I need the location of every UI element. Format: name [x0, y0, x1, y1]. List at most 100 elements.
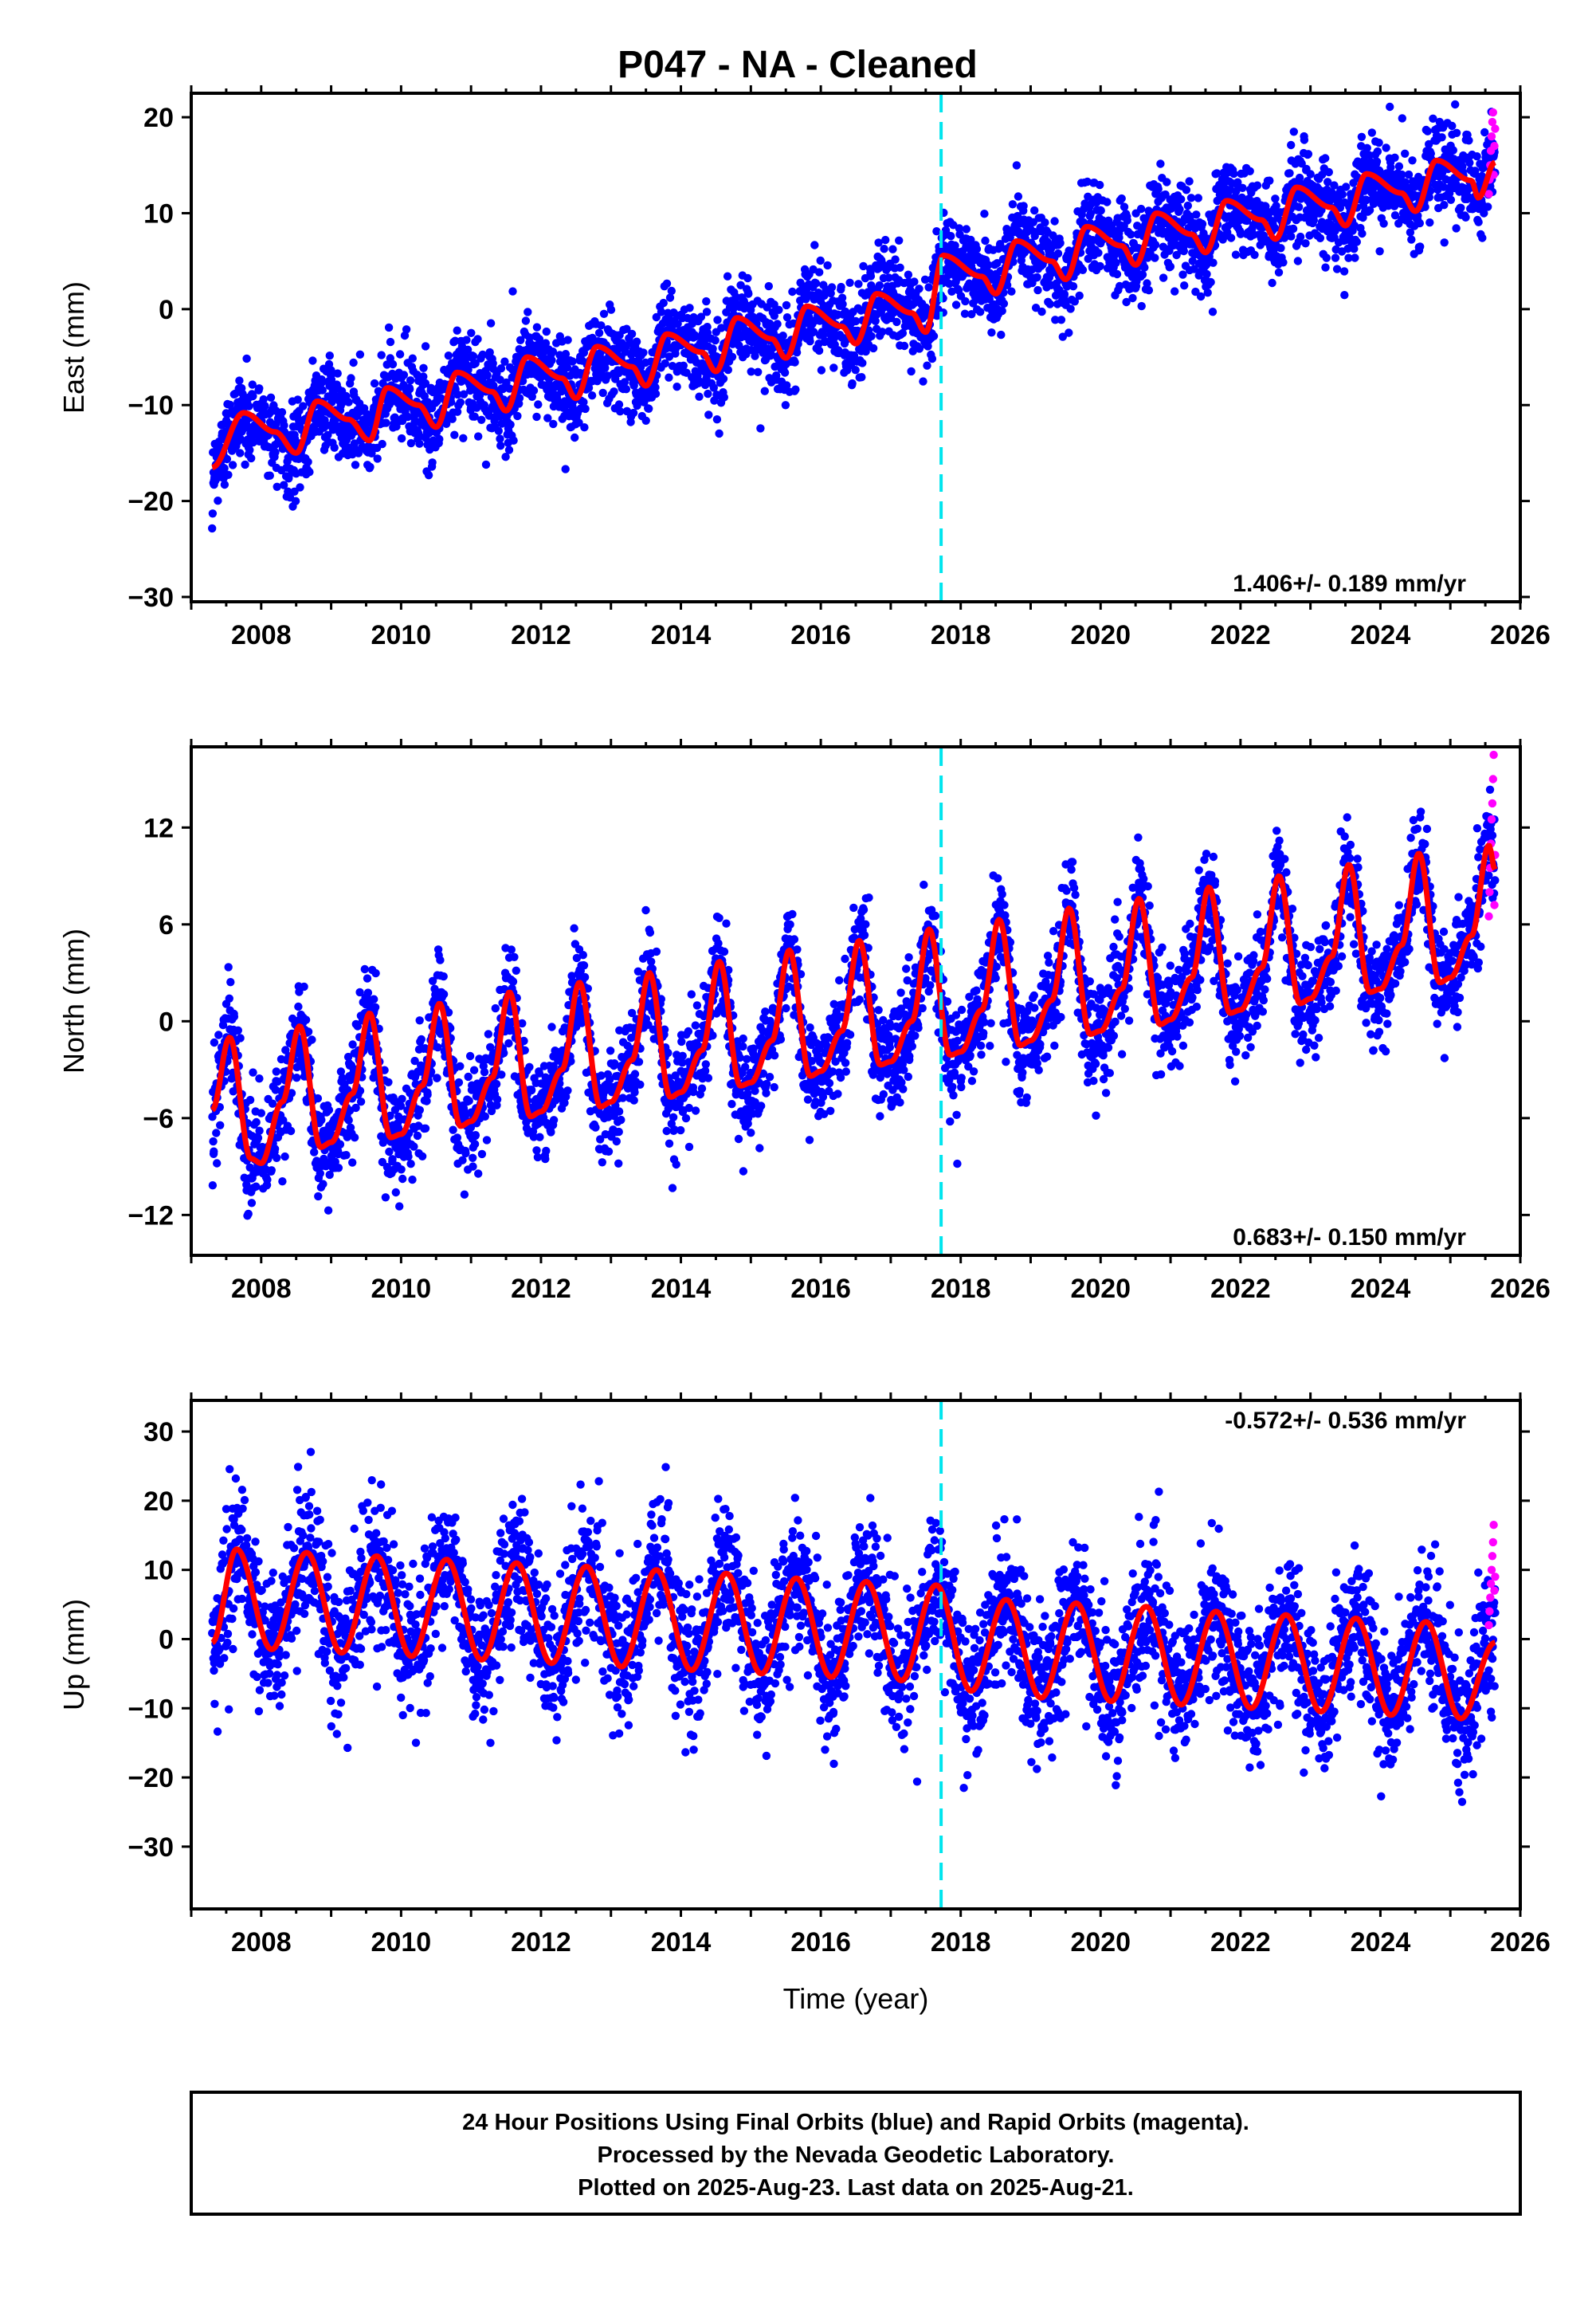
east-data-point [1386, 102, 1394, 112]
north-data-point [474, 1169, 483, 1178]
east-data-point [810, 295, 818, 304]
east-data-point [1374, 138, 1383, 147]
east-data-point [1306, 170, 1315, 179]
east-data-point [806, 337, 814, 346]
east-rapid-point [1488, 108, 1498, 117]
east-data-point [486, 319, 496, 328]
east-data-point [1288, 224, 1298, 234]
east-data-point [1297, 159, 1306, 168]
east-data-point [661, 359, 669, 368]
north-data-point [542, 1146, 551, 1156]
east-data-point [1058, 332, 1068, 341]
east-data-point [827, 283, 837, 292]
east-data-point [1043, 238, 1052, 246]
east-data-point [704, 410, 713, 419]
east-data-point [1069, 282, 1078, 291]
east-data-point [1375, 247, 1384, 256]
east-data-point [366, 462, 374, 472]
east-data-point [1196, 292, 1206, 301]
east-data-point [421, 342, 430, 351]
north-data-point [464, 1072, 473, 1082]
east-data-point [327, 366, 335, 375]
east-data-point [814, 346, 824, 355]
east-data-point [782, 381, 791, 390]
east-data-point [406, 384, 414, 394]
east-data-point [1226, 234, 1236, 242]
east-data-point [349, 358, 358, 367]
north-data-point [324, 1105, 334, 1114]
east-data-point [709, 383, 718, 392]
east-data-point [1151, 253, 1159, 262]
east-data-point [679, 361, 688, 370]
east-data-point [547, 355, 556, 365]
east-data-point [1296, 232, 1305, 242]
east-data-point [781, 401, 790, 410]
east-data-point [1014, 211, 1022, 221]
east-data-point [1449, 146, 1458, 155]
east-data-point [245, 402, 253, 410]
east-data-point [1394, 162, 1404, 171]
north-data-point [300, 982, 308, 992]
east-y-tick-label: 10 [143, 198, 174, 229]
east-data-point [1423, 127, 1432, 135]
east-data-point [1177, 194, 1186, 204]
east-data-point [900, 341, 909, 351]
north-data-point [257, 1109, 265, 1117]
north-data-point [549, 1116, 559, 1125]
east-data-point [330, 443, 339, 452]
east-data-point [1030, 206, 1039, 215]
east-data-point [284, 472, 293, 481]
east-data-point [1233, 178, 1242, 187]
east-data-point [1372, 157, 1382, 166]
east-data-point [720, 393, 728, 402]
north-data-point [547, 1023, 556, 1031]
east-data-point [987, 328, 996, 337]
north-data-point [314, 1192, 323, 1201]
east-data-point [770, 312, 778, 320]
east-data-point [685, 304, 694, 312]
east-data-point [599, 309, 609, 318]
north-data-point [317, 1116, 326, 1125]
north-data-point [255, 1126, 264, 1135]
north-data-point [421, 1124, 430, 1133]
east-data-point [744, 289, 753, 298]
east-data-point [1274, 268, 1284, 277]
east-data-point [266, 393, 276, 402]
east-data-point [1050, 217, 1059, 226]
east-data-point [225, 400, 234, 410]
east-data-point [473, 335, 482, 344]
north-data-point [255, 1074, 264, 1083]
east-data-point [397, 434, 406, 443]
east-data-point [837, 282, 845, 292]
east-data-point [459, 390, 469, 399]
east-data-point [851, 366, 860, 375]
east-data-point [1484, 202, 1492, 211]
east-data-point [1208, 308, 1218, 316]
east-data-point [713, 316, 722, 324]
east-data-point [792, 348, 802, 357]
east-data-point [238, 390, 247, 399]
east-data-point [485, 348, 494, 357]
east-data-point [874, 238, 883, 247]
north-data-point [208, 1181, 218, 1190]
east-data-point [823, 261, 832, 270]
east-data-point [502, 378, 511, 387]
east-data-point [277, 408, 287, 417]
north-data-point [229, 1012, 239, 1021]
north-data-point [224, 963, 233, 972]
east-data-point [651, 389, 661, 399]
north-data-point [541, 1154, 550, 1164]
east-data-point [923, 361, 931, 370]
north-data-point [492, 1079, 501, 1089]
east-data-point [1373, 147, 1382, 156]
east-data-point [1096, 180, 1104, 190]
east-data-point [1037, 307, 1046, 316]
east-data-point [659, 298, 668, 308]
east-data-point [384, 323, 394, 332]
east-data-point [1321, 154, 1330, 163]
east-data-point [866, 272, 876, 281]
east-data-point [673, 320, 682, 328]
east-data-point [344, 398, 353, 406]
east-data-point [756, 424, 765, 433]
east-data-point [1103, 198, 1112, 206]
